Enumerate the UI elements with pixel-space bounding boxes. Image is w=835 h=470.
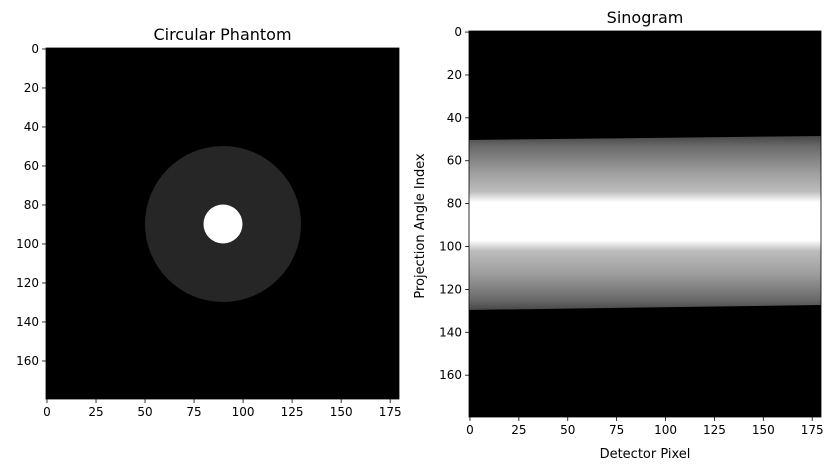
phantom-ytick-label: 80 [24,198,39,212]
phantom-xtick-label: 0 [43,405,51,419]
sinogram-ytick-label: 160 [439,368,462,382]
phantom-ytick-label: 60 [24,159,39,173]
sinogram-panel: Sinogram 0 25 50 75 100 125 150 175 0 20 40 60 80 10… [413,8,824,462]
phantom-inner-disk [203,204,243,244]
phantom-xtick-label: 150 [330,405,353,419]
sinogram-title: Sinogram [607,8,684,27]
phantom-ytick-label: 100 [16,237,39,251]
phantom-title: Circular Phantom [153,25,291,44]
phantom-xtick-label: 50 [137,405,152,419]
sinogram-xtick-label: 75 [609,423,624,437]
sinogram-xtick-label: 50 [560,423,575,437]
phantom-ytick-label: 40 [24,120,39,134]
sinogram-ylabel: Projection Angle Index [413,153,428,299]
phantom-ytick-label: 160 [16,354,39,368]
phantom-ytick-label: 140 [16,315,39,329]
sinogram-y-ticks: 0 20 40 60 80 100 120 140 160 [439,25,469,382]
sinogram-ytick-label: 140 [439,325,462,339]
sinogram-xtick-label: 100 [654,423,677,437]
phantom-xtick-label: 25 [88,405,103,419]
sinogram-xtick-label: 25 [511,423,526,437]
phantom-xtick-label: 125 [281,405,304,419]
phantom-xtick-label: 100 [232,405,255,419]
sinogram-ytick-label: 40 [447,111,462,125]
sinogram-ytick-label: 60 [447,154,462,168]
phantom-ytick-label: 0 [31,42,39,56]
sinogram-x-ticks: 0 25 50 75 100 125 150 175 [466,417,824,437]
sinogram-ytick-label: 120 [439,282,462,296]
phantom-axes-frame [45,47,400,400]
phantom-xtick-label: 175 [379,405,402,419]
sinogram-ytick-label: 80 [447,197,462,211]
phantom-ytick-label: 20 [24,81,39,95]
sinogram-ytick-label: 0 [454,25,462,39]
sinogram-xtick-label: 175 [801,423,824,437]
sinogram-xtick-label: 125 [703,423,726,437]
sinogram-band [469,136,821,310]
sinogram-xtick-label: 0 [466,423,474,437]
sinogram-xtick-label: 150 [752,423,775,437]
sinogram-ytick-label: 20 [447,68,462,82]
sinogram-axes-frame [468,30,822,418]
phantom-x-ticks: 0 25 50 75 100 125 150 175 [43,399,402,419]
phantom-panel: Circular Phantom 0 25 50 75 100 125 150 175 0 20… [16,25,402,419]
phantom-ytick-label: 120 [16,276,39,290]
sinogram-xlabel: Detector Pixel [600,447,691,462]
sinogram-ytick-label: 100 [439,240,462,254]
phantom-xtick-label: 75 [186,405,201,419]
phantom-y-ticks: 0 20 40 60 80 100 120 140 160 [16,42,46,368]
